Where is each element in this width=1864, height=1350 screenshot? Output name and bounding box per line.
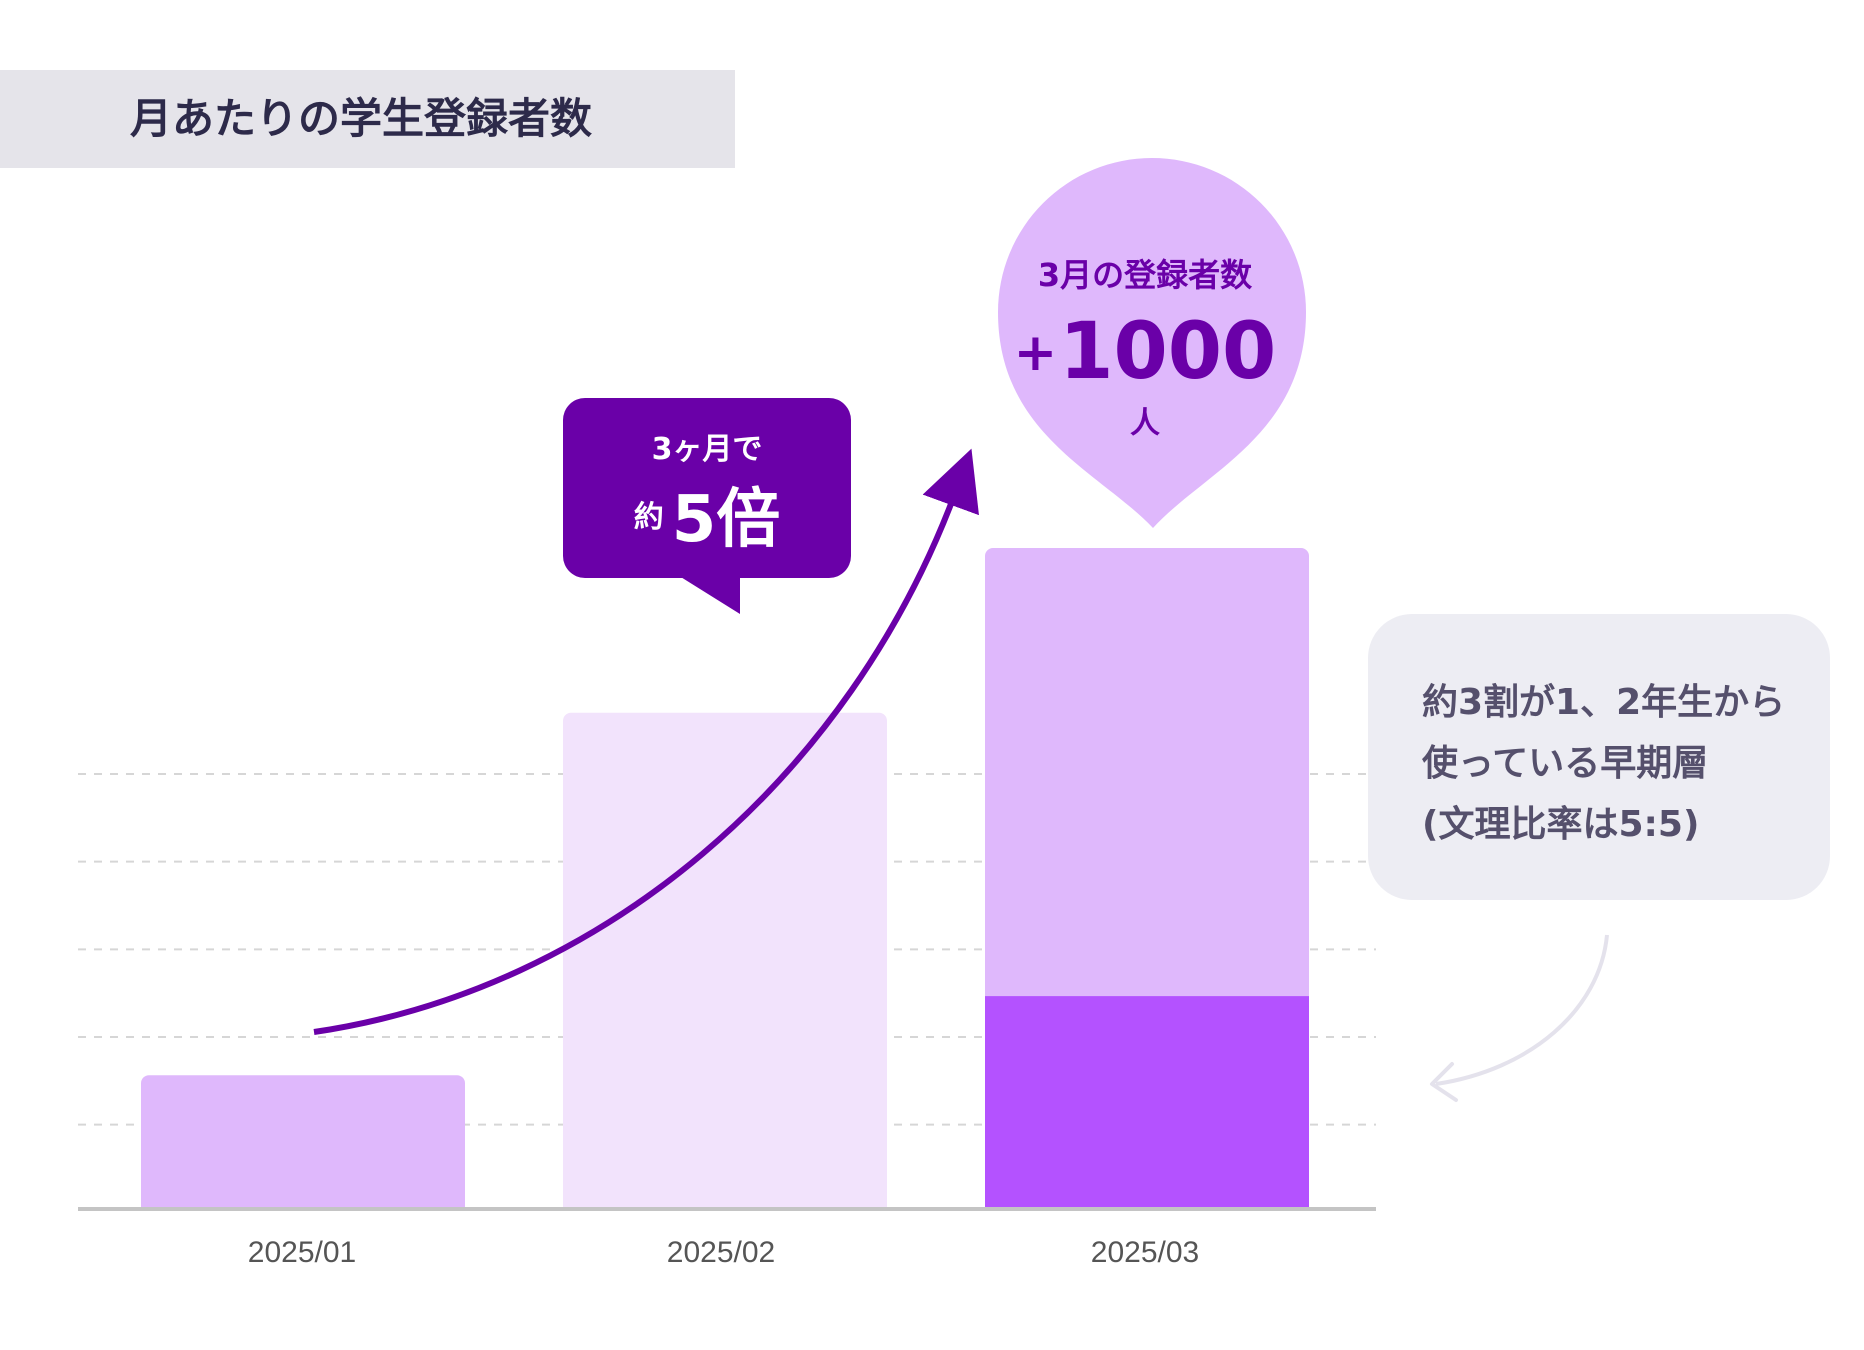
bar-2025/02 [563,712,887,1207]
pin-number: 1000 [1059,307,1277,397]
callout-pointer [676,574,740,614]
note-line: 使っている早期層 [1422,743,1709,784]
callout-line2: 約 5倍 [563,468,851,560]
callout-line1: 3ヶ月で [651,432,763,467]
bar-base-2025/02 [563,1197,887,1207]
page-title: 月あたりの学生登録者数 [130,94,593,143]
callout-prefix: 約 [633,500,664,535]
x-tick-label: 2025/01 [247,1236,357,1269]
pin-marker [998,158,1306,529]
note-line: 約3割が1、2年生から [1422,682,1786,723]
note-line: (文理比率は5:5) [1422,804,1700,845]
x-tick-label: 2025/03 [1090,1236,1200,1269]
pin-value: +1000 [990,312,1300,393]
pin-unit: 人 [1130,406,1160,441]
bar-2025/01 [141,1075,465,1207]
bar-base-2025/01 [141,1197,465,1207]
note-arrowhead [1430,1062,1458,1102]
bars [141,548,1309,1207]
title-bar: 月あたりの学生登録者数 [0,70,735,168]
callout-multiplier: 5倍 [671,483,781,557]
bar-segment-2025/03 [985,996,1309,1207]
note-box: 約3割が1、2年生から 使っている早期層 (文理比率は5:5) [1368,614,1830,900]
pin-plus: + [1013,323,1058,383]
growth-arrow [313,448,979,1035]
pin-title: 3月の登録者数 [1037,256,1253,294]
growth-callout: 3ヶ月で 約 5倍 [563,398,851,578]
note-arrow [1435,934,1609,1086]
x-tick-label: 2025/02 [666,1236,776,1269]
note-text: 約3割が1、2年生から 使っている早期層 (文理比率は5:5) [1422,672,1785,855]
